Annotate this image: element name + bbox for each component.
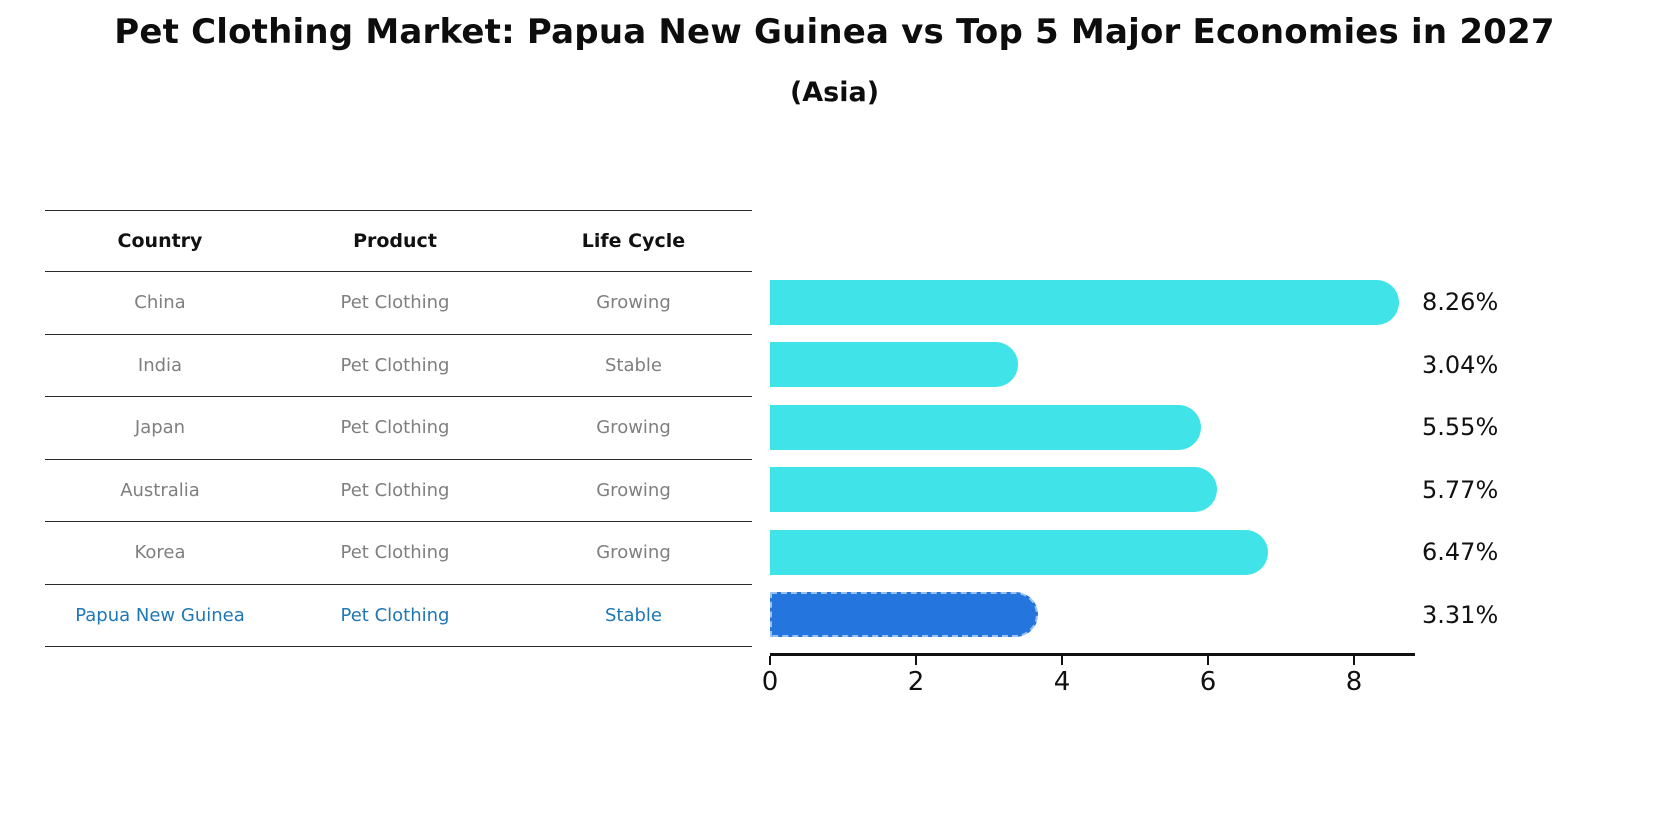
column-header-product: Product [353, 230, 437, 252]
table-body: China Pet Clothing Growing India Pet Clothin… [45, 272, 752, 647]
cell-country: China [134, 292, 186, 314]
table-row-papua-new-guinea: Papua New Guinea Pet Clothing Stable [45, 585, 752, 647]
cell-product: Pet Clothing [340, 479, 450, 501]
cell-country: Papua New Guinea [75, 604, 245, 626]
bar-chart [770, 271, 1430, 646]
x-axis-line [770, 653, 1415, 656]
cell-product: Pet Clothing [340, 417, 450, 439]
x-tick-mark-6 [1207, 655, 1209, 665]
value-label-japan: 5.55% [1422, 413, 1499, 442]
cell-product: Pet Clothing [340, 542, 450, 564]
cell-life-cycle: Stable [604, 604, 662, 626]
table-row-korea: Korea Pet Clothing Growing [45, 522, 752, 585]
value-label-papua-new-guinea: 3.31% [1422, 600, 1499, 629]
cell-life-cycle: Growing [596, 292, 671, 314]
bar-papua-new-guinea [770, 592, 1038, 638]
country-table: Country Product Life Cycle China Pet Clot… [45, 210, 752, 647]
cell-country: Korea [134, 542, 186, 564]
x-tick-label-6: 6 [1199, 667, 1217, 697]
chart-subtitle: (Asia) [789, 77, 880, 108]
cell-country: Australia [120, 479, 200, 501]
bar-korea [770, 529, 1269, 575]
x-tick-label-4: 4 [1053, 667, 1071, 697]
x-tick-label-8: 8 [1345, 667, 1363, 697]
cell-life-cycle: Growing [596, 479, 671, 501]
cell-product: Pet Clothing [340, 292, 450, 314]
bar-australia [770, 467, 1218, 513]
column-header-country: Country [117, 230, 203, 252]
value-label-australia: 5.77% [1422, 475, 1499, 504]
x-tick-mark-0 [769, 655, 771, 665]
x-tick-label-0: 0 [761, 667, 779, 697]
table-row-india: India Pet Clothing Stable [45, 335, 752, 397]
table-row-china: China Pet Clothing Growing [45, 272, 752, 335]
cell-life-cycle: Stable [604, 354, 662, 376]
chart-title: Pet Clothing Market: Papua New Guinea vs… [114, 12, 1555, 52]
bar-india [770, 342, 1018, 388]
column-header-life-cycle: Life Cycle [581, 230, 686, 252]
cell-product: Pet Clothing [340, 604, 450, 626]
x-tick-mark-2 [915, 655, 917, 665]
cell-life-cycle: Growing [596, 542, 671, 564]
value-label-china: 8.26% [1422, 288, 1499, 317]
x-tick-mark-4 [1061, 655, 1063, 665]
table-row-australia: Australia Pet Clothing Growing [45, 460, 752, 522]
cell-country: Japan [134, 417, 186, 439]
value-label-india: 3.04% [1422, 350, 1499, 379]
cell-life-cycle: Growing [596, 417, 671, 439]
value-label-korea: 6.47% [1422, 538, 1499, 567]
table-header-row: Country Product Life Cycle [45, 211, 752, 272]
x-tick-mark-8 [1353, 655, 1355, 665]
table-row-japan: Japan Pet Clothing Growing [45, 397, 752, 460]
cell-product: Pet Clothing [340, 354, 450, 376]
x-axis: 0 2 4 6 8 [762, 653, 1415, 698]
x-tick-label-2: 2 [907, 667, 925, 697]
bar-japan [770, 404, 1202, 450]
cell-country: India [137, 354, 183, 376]
bar-china [770, 279, 1399, 325]
